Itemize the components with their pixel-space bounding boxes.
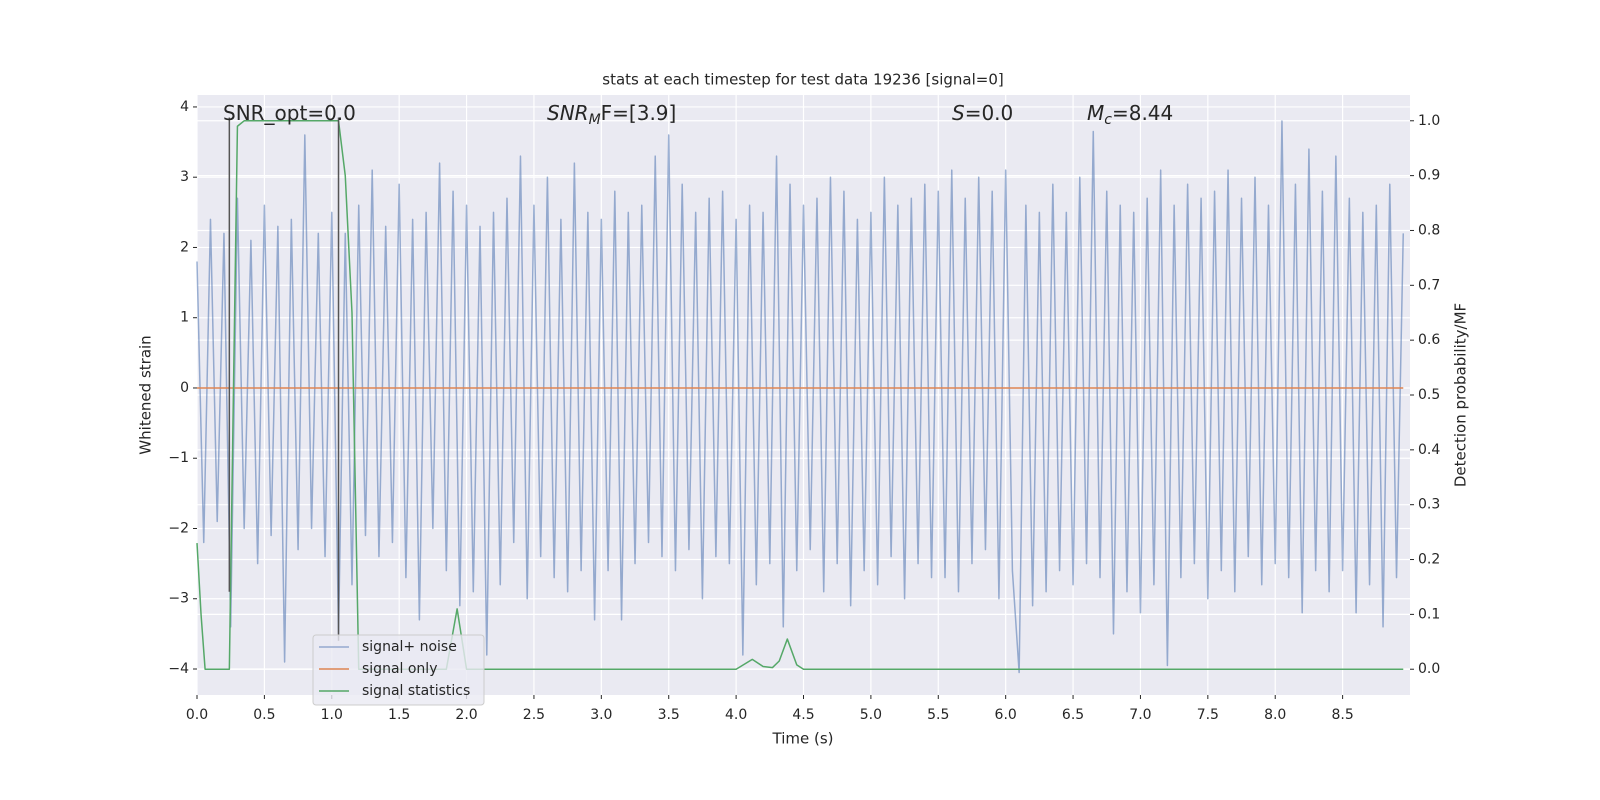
annotation-part: M: [589, 112, 601, 128]
annotation-part: M: [1087, 101, 1104, 125]
x-tick-label: 2.0: [455, 707, 477, 723]
y-tick-label: −2: [168, 520, 189, 536]
annotation-part: F=[3.9]: [601, 101, 677, 125]
y2-tick-label: 0.3: [1418, 497, 1440, 513]
x-tick-label: 7.5: [1197, 707, 1219, 723]
legend-label: signal+ noise: [362, 639, 457, 655]
y2-tick-label: 0.1: [1418, 606, 1440, 622]
x-tick-label: 2.5: [523, 707, 545, 723]
legend-label: signal statistics: [362, 683, 470, 699]
annotation-part: c: [1104, 112, 1112, 128]
annotation-part: =8.44: [1112, 101, 1173, 125]
annotation-part: =0.0: [965, 101, 1014, 125]
x-tick-label: 1.0: [321, 707, 343, 723]
x-axis-label: Time (s): [772, 730, 834, 748]
y2-tick-label: 1.0: [1418, 113, 1440, 129]
y-tick-label: 2: [180, 239, 189, 255]
y-tick-label: 0: [180, 380, 189, 396]
x-tick-label: 4.5: [792, 707, 814, 723]
y-tick-label: 3: [180, 169, 189, 185]
y2-tick-label: 0.2: [1418, 552, 1440, 568]
annotation-part: SNR_opt=0.0: [223, 101, 356, 125]
y-tick-label: −3: [168, 591, 189, 607]
x-tick-label: 6.0: [995, 707, 1017, 723]
x-tick-label: 6.5: [1062, 707, 1084, 723]
y2-tick-label: 0.6: [1418, 332, 1440, 348]
annotation: SNR_opt=0.0: [223, 101, 356, 125]
x-tick-label: 8.0: [1264, 707, 1286, 723]
y2-tick-label: 0.4: [1418, 442, 1440, 458]
y2-tick-label: 0.0: [1418, 661, 1440, 677]
annotation-part: S: [952, 101, 965, 125]
annotation-part: SNR: [547, 101, 589, 125]
x-tick-label: 5.5: [927, 707, 949, 723]
y2-tick-label: 0.8: [1418, 222, 1440, 238]
x-tick-label: 1.5: [388, 707, 410, 723]
annotation: Mc=8.44: [1087, 101, 1173, 129]
x-tick-label: 4.0: [725, 707, 747, 723]
x-tick-label: 0.5: [253, 707, 275, 723]
x-tick-label: 5.0: [860, 707, 882, 723]
legend: signal+ noise signal only signal statistic…: [312, 634, 485, 706]
y-tick-label: −1: [168, 450, 189, 466]
y-axis-label: Whitened strain: [137, 335, 155, 454]
annotation: SNRMF=[3.9]: [547, 101, 676, 129]
y-tick-label: 4: [180, 99, 189, 115]
x-tick-label: 3.0: [590, 707, 612, 723]
y2-axis-label: Detection probability/MF: [1452, 303, 1470, 487]
y2-tick-label: 0.9: [1418, 168, 1440, 184]
legend-label: signal only: [362, 661, 437, 677]
legend-box: [312, 634, 485, 706]
y-tick-label: 1: [180, 310, 189, 326]
chart-title: stats at each timestep for test data 192…: [602, 71, 1003, 89]
x-tick-label: 7.0: [1129, 707, 1151, 723]
x-tick-label: 3.5: [658, 707, 680, 723]
x-tick-label: 0.0: [186, 707, 208, 723]
y2-tick-label: 0.7: [1418, 277, 1440, 293]
y-tick-label: −4: [168, 661, 189, 677]
y2-tick-label: 0.5: [1418, 387, 1440, 403]
x-tick-label: 8.5: [1331, 707, 1353, 723]
annotation: S=0.0: [952, 101, 1013, 125]
